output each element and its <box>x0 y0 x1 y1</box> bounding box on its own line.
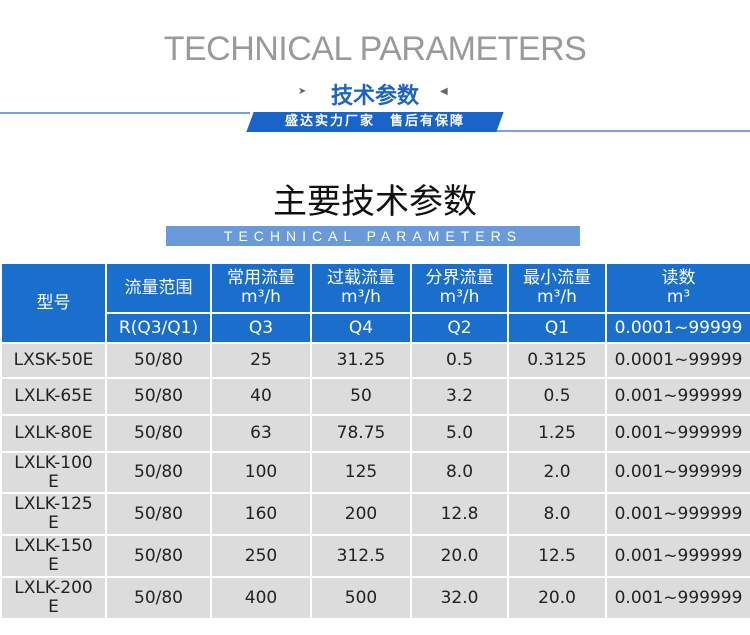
table-row: LXLK-125E 50/80 160 200 12.8 8.0 0.001~999999 <box>0 492 750 536</box>
model-cell: LXLK-100E <box>0 451 107 494</box>
header-sub: R(Q3/Q1) <box>105 312 212 344</box>
value-cell: 50/80 <box>105 451 212 494</box>
value-cell: 0.001~999999 <box>605 377 750 416</box>
value-cell: 32.0 <box>410 576 509 620</box>
header-cell: 过载流量 m³/h <box>310 262 412 314</box>
value-cell: 500 <box>310 576 412 620</box>
en-title: TECHNICAL PARAMETERS <box>163 30 587 68</box>
value-cell: 3.2 <box>410 377 509 416</box>
value-cell: 50/80 <box>105 377 212 416</box>
value-cell: 0.001~999999 <box>605 534 750 578</box>
header-name: 最小流量 <box>523 268 591 288</box>
section-en-band: TECHNICAL PARAMETERS <box>166 226 580 246</box>
value-cell: 200 <box>310 492 412 536</box>
header-cell: 分界流量 m³/h <box>410 262 509 314</box>
value-cell: 400 <box>210 576 312 620</box>
value-cell: 0.0001~99999 <box>605 342 750 379</box>
value-cell: 2.0 <box>507 451 607 494</box>
model-cell: LXLK-150E <box>0 534 107 578</box>
value-cell: 25 <box>210 342 312 379</box>
cn-subtitle: 技术参数 <box>330 84 419 109</box>
header-sub: Q1 <box>507 312 607 344</box>
value-cell: 5.0 <box>410 414 509 453</box>
value-cell: 250 <box>210 534 312 578</box>
value-cell: 20.0 <box>410 534 509 578</box>
value-cell: 20.0 <box>507 576 607 620</box>
value-cell: 0.001~999999 <box>605 451 750 494</box>
value-cell: 0.5 <box>507 377 607 416</box>
value-cell: 40 <box>210 377 312 416</box>
section-title: 主要技术参数 <box>273 182 477 222</box>
header-name: 常用流量 <box>227 268 295 288</box>
value-cell: 50/80 <box>105 534 212 578</box>
header-name: 过载流量 <box>327 268 395 288</box>
value-cell: 0.5 <box>410 342 509 379</box>
parameters-table: 型号 流量范围 常用流量 m³/h 过载流量 m³/h 分界流量 m³/h 最小流量 m³/h 读数… <box>0 262 750 620</box>
header-sub: Q3 <box>210 312 312 344</box>
divider-left <box>0 112 250 114</box>
header-unit: m³ <box>666 287 691 307</box>
value-cell: 0.001~999999 <box>605 414 750 453</box>
value-cell: 50 <box>310 377 412 416</box>
table-row: LXLK-100E 50/80 100 125 8.0 2.0 0.001~999999 <box>0 451 750 494</box>
value-cell: 0.3125 <box>507 342 607 379</box>
divider-right <box>490 130 750 132</box>
header-unit: m³/h <box>439 287 480 307</box>
header-unit: m³/h <box>241 287 281 307</box>
header-cell: 最小流量 m³/h <box>507 262 607 314</box>
value-cell: 1.25 <box>507 414 607 453</box>
value-cell: 100 <box>210 451 312 494</box>
value-cell: 0.001~999999 <box>605 576 750 620</box>
value-cell: 125 <box>310 451 412 494</box>
model-cell: LXLK-125E <box>0 492 107 536</box>
header-model: 型号 <box>0 262 107 344</box>
value-cell: 12.8 <box>410 492 509 536</box>
value-cell: 31.25 <box>310 342 412 379</box>
table-row: LXLK-80E 50/80 63 78.75 5.0 1.25 0.001~999999 <box>0 414 750 453</box>
arrow-right-icon: ➤ <box>298 86 307 97</box>
header-name: 流量范围 <box>124 277 193 298</box>
header-sub: 0.0001~99999 <box>605 312 750 344</box>
value-cell: 8.0 <box>410 451 509 494</box>
value-cell: 8.0 <box>507 492 607 536</box>
header-name: 读数 <box>661 268 696 288</box>
header-name: 分界流量 <box>425 268 494 288</box>
slogan-text: 盛达实力厂家 售后有保障 <box>284 114 465 129</box>
model-cell: LXLK-80E <box>0 414 107 453</box>
header-unit: m³/h <box>341 287 381 307</box>
header-sub: Q2 <box>410 312 509 344</box>
value-cell: 50/80 <box>105 576 212 620</box>
value-cell: 50/80 <box>105 414 212 453</box>
header-unit: m³/h <box>537 287 577 307</box>
value-cell: 50/80 <box>105 342 212 379</box>
header-cell: 流量范围 <box>105 262 212 314</box>
table-row: LXLK-65E 50/80 40 50 3.2 0.5 0.001~999999 <box>0 377 750 416</box>
model-cell: LXLK-200E <box>0 576 107 620</box>
arrow-left-icon: ◀ <box>440 86 448 97</box>
model-cell: LXLK-65E <box>0 377 107 416</box>
value-cell: 12.5 <box>507 534 607 578</box>
value-cell: 160 <box>210 492 312 536</box>
table-row: LXLK-150E 50/80 250 312.5 20.0 12.5 0.001~9999… <box>0 534 750 578</box>
header-cell: 读数 m³ <box>605 262 750 314</box>
value-cell: 78.75 <box>310 414 412 453</box>
table-row: LXLK-200E 50/80 400 500 32.0 20.0 0.001~999999 <box>0 576 750 620</box>
header-cell: 常用流量 m³/h <box>210 262 312 314</box>
model-cell: LXSK-50E <box>0 342 107 379</box>
value-cell: 63 <box>210 414 312 453</box>
value-cell: 312.5 <box>310 534 412 578</box>
value-cell: 50/80 <box>105 492 212 536</box>
table-row: LXSK-50E 50/80 25 31.25 0.5 0.3125 0.0001~9999… <box>0 342 750 379</box>
header-sub: Q4 <box>310 312 412 344</box>
value-cell: 0.001~999999 <box>605 492 750 536</box>
